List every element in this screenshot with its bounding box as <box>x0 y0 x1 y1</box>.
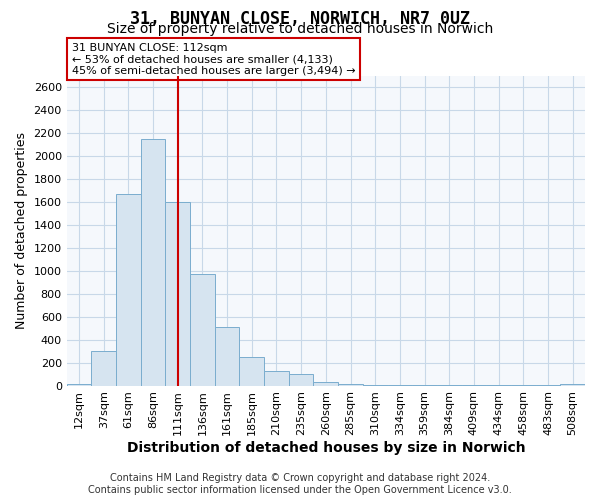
Bar <box>289 374 313 386</box>
X-axis label: Distribution of detached houses by size in Norwich: Distribution of detached houses by size … <box>127 441 525 455</box>
Bar <box>190 274 215 386</box>
Bar <box>239 357 264 386</box>
Bar <box>264 371 289 386</box>
Y-axis label: Number of detached properties: Number of detached properties <box>15 132 28 329</box>
Bar <box>338 384 363 386</box>
Text: Size of property relative to detached houses in Norwich: Size of property relative to detached ho… <box>107 22 493 36</box>
Bar <box>313 382 338 386</box>
Text: 31, BUNYAN CLOSE, NORWICH, NR7 0UZ: 31, BUNYAN CLOSE, NORWICH, NR7 0UZ <box>130 10 470 28</box>
Bar <box>166 202 190 386</box>
Bar <box>141 139 166 386</box>
Bar <box>215 327 239 386</box>
Bar <box>91 351 116 386</box>
Bar <box>67 384 91 386</box>
Text: 31 BUNYAN CLOSE: 112sqm
← 53% of detached houses are smaller (4,133)
45% of semi: 31 BUNYAN CLOSE: 112sqm ← 53% of detache… <box>72 42 355 76</box>
Bar <box>560 384 585 386</box>
Text: Contains HM Land Registry data © Crown copyright and database right 2024.
Contai: Contains HM Land Registry data © Crown c… <box>88 474 512 495</box>
Bar <box>116 194 141 386</box>
